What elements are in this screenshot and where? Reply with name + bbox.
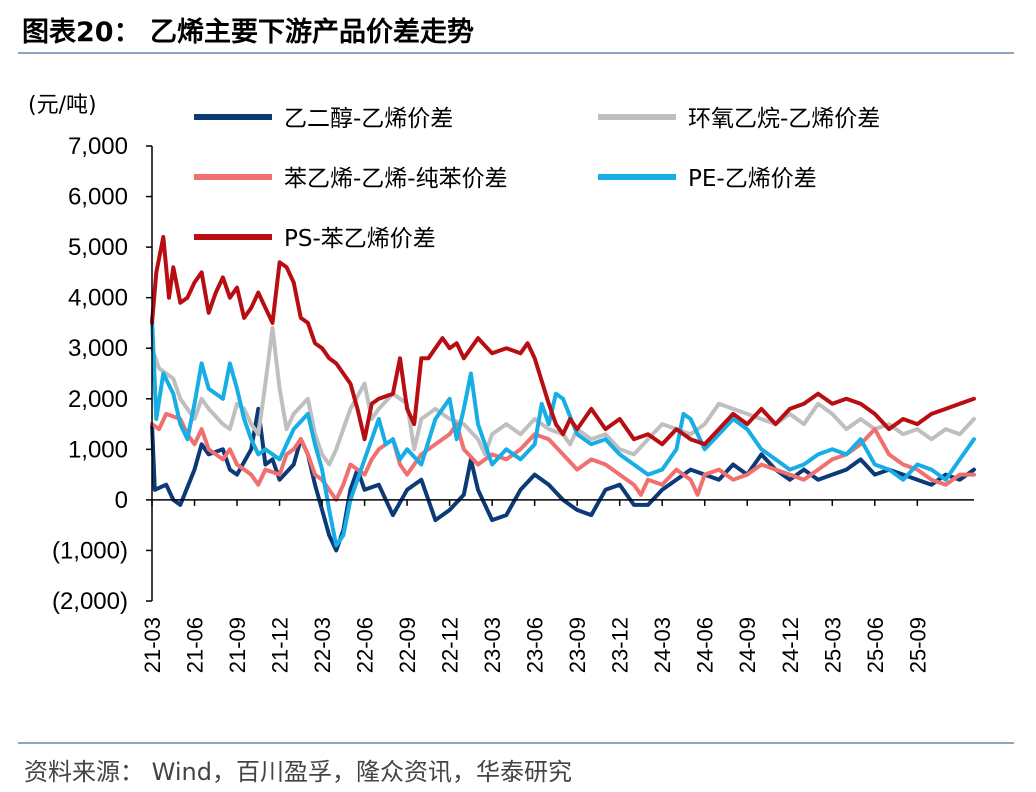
y-tick-label: 2,000 bbox=[68, 386, 128, 413]
axis-layer: 7,000 6,000 5,000 4,000 3,000 2,000 1,000 0 (1,0… bbox=[52, 133, 974, 673]
y-axis-unit: (元/吨) bbox=[28, 93, 97, 118]
x-tick-label: 21-03 bbox=[140, 617, 165, 673]
x-tick-label: 24-06 bbox=[693, 617, 718, 673]
x-tick-label: 23-12 bbox=[608, 617, 633, 673]
x-tick-label: 21-12 bbox=[268, 617, 293, 673]
series-line-1 bbox=[150, 406, 976, 553]
x-tick-label: 21-09 bbox=[225, 617, 250, 673]
y-tick-label: 6,000 bbox=[68, 184, 128, 211]
series-line-3 bbox=[150, 411, 976, 502]
y-tick-label: (1,000) bbox=[52, 537, 128, 564]
y-tick-label: (2,000) bbox=[52, 588, 128, 615]
x-tick-label: 24-03 bbox=[650, 617, 675, 673]
x-tick-label: 22-06 bbox=[353, 617, 378, 673]
y-tick-label: 1,000 bbox=[68, 436, 128, 463]
series-line-4 bbox=[150, 315, 976, 548]
legend-label-4: PE-乙烯价差 bbox=[688, 166, 817, 192]
legend-label-5: PS-苯乙烯价差 bbox=[284, 226, 436, 252]
series-line-5 bbox=[150, 235, 976, 447]
footer-divider bbox=[18, 742, 1014, 744]
y-tick-label: 4,000 bbox=[68, 285, 128, 312]
x-tick-label: 21-06 bbox=[183, 617, 208, 673]
y-tick-label: 5,000 bbox=[68, 234, 128, 261]
x-tick-label: 25-09 bbox=[905, 617, 930, 673]
legend-label-1: 乙二醇-乙烯价差 bbox=[284, 106, 453, 132]
series-layer bbox=[150, 235, 976, 553]
y-tick-label: 0 bbox=[115, 487, 128, 514]
x-tick-label: 22-12 bbox=[438, 617, 463, 673]
x-tick-label: 23-03 bbox=[480, 617, 505, 673]
y-tick-label: 7,000 bbox=[68, 133, 128, 160]
x-tick-label: 23-06 bbox=[523, 617, 548, 673]
x-tick-label: 24-09 bbox=[735, 617, 760, 673]
x-tick-label: 24-12 bbox=[778, 617, 803, 673]
series-line-2 bbox=[150, 326, 976, 467]
legend-label-3: 苯乙烯-乙烯-纯苯价差 bbox=[284, 166, 508, 192]
x-tick-label: 22-03 bbox=[310, 617, 335, 673]
figure-title: 图表20： 乙烯主要下游产品价差走势 bbox=[22, 17, 474, 48]
x-tick-label: 23-09 bbox=[565, 617, 590, 673]
source-note: 资料来源： Wind，百川盈孚，隆众资讯，华泰研究 bbox=[24, 758, 572, 786]
x-tick-label: 25-03 bbox=[820, 617, 845, 673]
y-tick-label: 3,000 bbox=[68, 335, 128, 362]
x-tick-label: 25-06 bbox=[863, 617, 888, 673]
title-divider bbox=[18, 52, 1014, 54]
x-tick-label: 22-09 bbox=[395, 617, 420, 673]
legend-label-2: 环氧乙烷-乙烯价差 bbox=[688, 106, 880, 132]
